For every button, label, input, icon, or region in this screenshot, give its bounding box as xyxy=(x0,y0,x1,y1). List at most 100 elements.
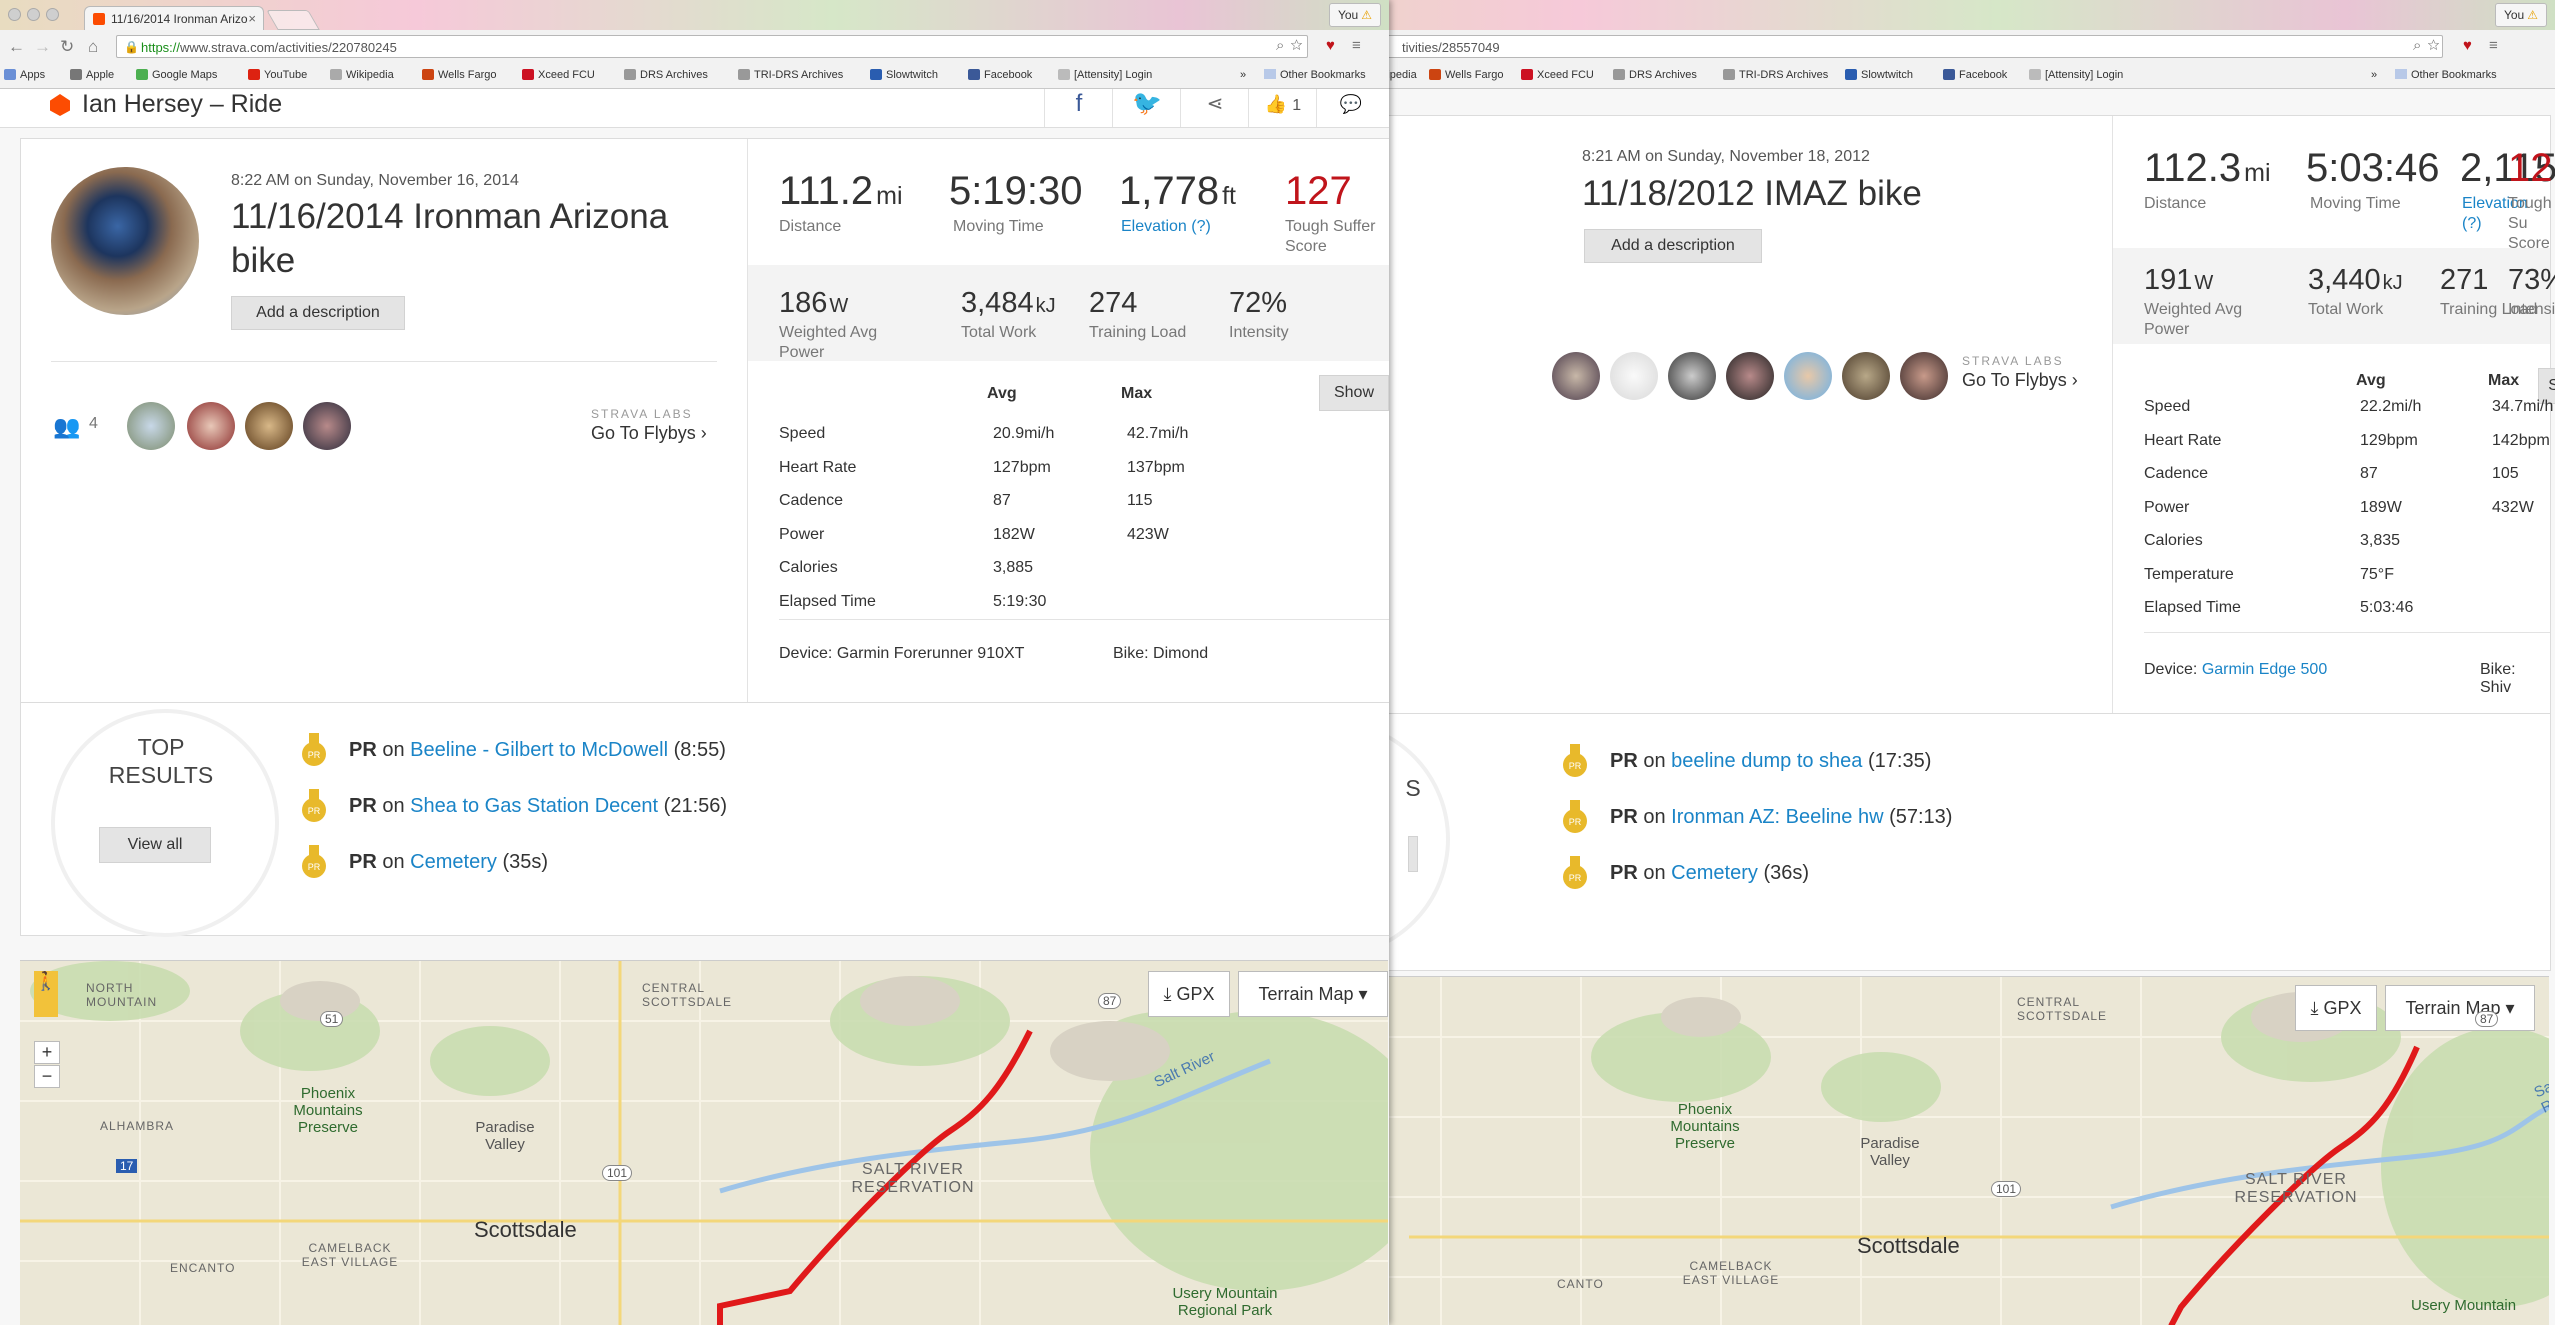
athlete-avatar[interactable] xyxy=(1842,352,1890,400)
stat-total-work: 3,440 kJ xyxy=(2308,264,2403,296)
stat-row-max: 105 xyxy=(2492,465,2519,482)
reload-icon[interactable]: ↻ xyxy=(60,37,75,56)
menu-icon[interactable]: ≡ xyxy=(2489,37,2504,54)
athlete-avatar[interactable] xyxy=(1610,352,1658,400)
stat-row-avg: 22.2mi/h xyxy=(2360,398,2422,415)
segment-link[interactable]: Shea to Gas Station Decent xyxy=(410,795,659,817)
profile-button[interactable]: You ⚠ xyxy=(1328,3,1381,27)
segment-link[interactable]: Cemetery xyxy=(1671,862,1758,884)
bookmark-item[interactable]: DRS Archives xyxy=(1613,63,1697,88)
bookmark-item[interactable]: TRI-DRS Archives xyxy=(1723,63,1828,88)
view-all-button[interactable] xyxy=(1408,836,1418,872)
map-label: NORTH MOUNTAIN xyxy=(86,981,158,1009)
segment-link[interactable]: Cemetery xyxy=(410,851,497,873)
athlete-avatar[interactable] xyxy=(245,402,293,450)
stat-row-avg: 87 xyxy=(993,492,1011,509)
athlete-avatar[interactable] xyxy=(127,402,175,450)
bookmark-item[interactable]: [Attensity] Login xyxy=(1058,63,1152,88)
zoom-out-button[interactable]: − xyxy=(34,1065,60,1088)
other-bookmarks[interactable]: Other Bookmarks xyxy=(1264,63,1366,88)
back-icon[interactable]: ← xyxy=(8,37,25,56)
segment-link[interactable]: beeline dump to shea xyxy=(1671,750,1863,772)
bookmark-item[interactable]: DRS Archives xyxy=(624,63,708,88)
view-all-button[interactable]: View all xyxy=(99,827,211,863)
terrain-map-select[interactable]: Terrain Map ▾ xyxy=(2385,985,2535,1031)
extension-icon[interactable]: ♥ xyxy=(2463,37,2478,54)
other-bookmarks[interactable]: Other Bookmarks xyxy=(2395,63,2497,88)
kudos-button[interactable]: 👍 1 xyxy=(1248,89,1317,127)
address-bar[interactable]: tivities/28557049 xyxy=(1389,35,2443,58)
athlete-avatar[interactable] xyxy=(1552,352,1600,400)
athlete-avatar[interactable] xyxy=(187,402,235,450)
bookmark-item[interactable]: Xceed FCU xyxy=(1521,63,1594,88)
route-map[interactable]: ⤓ GPX Terrain Map ▾ CENTRAL SCOTTSDALE P… xyxy=(1389,976,2549,1325)
add-description-button[interactable]: Add a description xyxy=(1584,229,1762,263)
close-tab-icon[interactable]: × xyxy=(248,11,256,26)
stat-row-max: 137bpm xyxy=(1127,458,1185,476)
extension-icon[interactable]: ♥ xyxy=(1326,37,1341,54)
bookmark-item[interactable]: Wells Fargo xyxy=(1429,63,1503,88)
menu-icon[interactable]: ≡ xyxy=(1352,37,1367,54)
twitter-icon[interactable]: 🐦 xyxy=(1112,89,1181,127)
map-canvas xyxy=(1389,977,2549,1325)
bookmark-item[interactable]: TRI-DRS Archives xyxy=(738,63,843,88)
share-icon[interactable]: ⋖ xyxy=(1180,89,1249,127)
show-button[interactable]: Sh xyxy=(2538,368,2555,404)
comment-icon[interactable]: 💬 xyxy=(1316,89,1385,127)
pr-item: PR on Ironman AZ: Beeline hw (57:13) xyxy=(1610,806,1952,829)
zoom-star-icon[interactable]: ⌕☆ xyxy=(2413,37,2446,54)
bookmark-item[interactable]: Apple xyxy=(70,63,114,88)
segment-link[interactable]: Beeline - Gilbert to McDowell xyxy=(410,739,669,761)
bookmark-item[interactable]: YouTube xyxy=(248,63,307,88)
bookmark-item[interactable]: [Attensity] Login xyxy=(2029,63,2123,88)
url-path: tivities/28557049 xyxy=(1402,40,1500,55)
bookmarks-overflow[interactable]: » xyxy=(1240,69,1247,81)
new-tab-button[interactable] xyxy=(266,10,320,30)
bookmark-item[interactable]: Wikipedia xyxy=(1389,63,1417,88)
pegman-icon[interactable]: 🚶 xyxy=(34,971,58,1017)
bookmarks-overflow[interactable]: » xyxy=(2371,69,2378,81)
tab-title: 11/16/2014 Ironman Arizo xyxy=(111,12,248,26)
route-map[interactable]: 🚶 + − ⤓ GPX Terrain Map ▾ NORTH MOUNTAIN… xyxy=(20,960,1388,1325)
show-button[interactable]: Show xyxy=(1319,375,1389,411)
terrain-map-select[interactable]: Terrain Map ▾ xyxy=(1238,971,1388,1017)
zoom-in-button[interactable]: + xyxy=(34,1041,60,1064)
athlete-avatar[interactable] xyxy=(1668,352,1716,400)
activity-date: 8:21 AM on Sunday, November 18, 2012 xyxy=(1582,148,1870,165)
stat-row-label: Elapsed Time xyxy=(2144,599,2241,616)
profile-button[interactable]: You ⚠ xyxy=(2494,3,2547,27)
browser-tab-active[interactable]: 11/16/2014 Ironman Arizo × xyxy=(84,6,264,30)
stat-row-label: Heart Rate xyxy=(2144,431,2222,449)
elevation-help-link[interactable]: Elevation (?) xyxy=(2462,195,2528,232)
add-description-button[interactable]: Add a description xyxy=(231,296,405,330)
zoom-star-icon[interactable]: ⌕☆ xyxy=(1276,37,1309,54)
stat-suffer-score-label: Tough Suffer Score xyxy=(1285,218,1376,255)
go-to-flybys-link[interactable]: Go To Flybys › xyxy=(1962,370,2078,390)
gpx-download-button[interactable]: ⤓ GPX xyxy=(2295,985,2377,1031)
segment-link[interactable]: Ironman AZ: Beeline hw xyxy=(1671,806,1884,828)
athlete-avatar[interactable] xyxy=(1900,352,1948,400)
gpx-download-button[interactable]: ⤓ GPX xyxy=(1148,971,1230,1017)
bookmark-item[interactable]: Slowtwitch xyxy=(870,63,938,88)
bookmark-item[interactable]: Facebook xyxy=(1943,63,2007,88)
athlete-avatar[interactable] xyxy=(303,402,351,450)
elevation-help-link[interactable]: Elevation (?) xyxy=(1121,218,1211,235)
bookmark-item[interactable]: Wikipedia xyxy=(330,63,394,88)
forward-icon[interactable]: → xyxy=(34,37,51,56)
athlete-avatar[interactable] xyxy=(1726,352,1774,400)
window-controls[interactable] xyxy=(8,8,65,26)
avatar[interactable] xyxy=(51,167,199,315)
facebook-icon[interactable]: f xyxy=(1044,89,1113,127)
bookmark-item[interactable]: Xceed FCU xyxy=(522,63,595,88)
toolbar: tivities/28557049 ⌕☆ ♥ ≡ xyxy=(1389,30,2555,64)
go-to-flybys-link[interactable]: Go To Flybys › xyxy=(591,423,707,443)
athlete-avatar[interactable] xyxy=(1784,352,1832,400)
bookmark-item[interactable]: Facebook xyxy=(968,63,1032,88)
bookmark-item[interactable]: Wells Fargo xyxy=(422,63,496,88)
bookmark-item[interactable]: Slowtwitch xyxy=(1845,63,1913,88)
bookmark-item[interactable]: Apps xyxy=(4,63,45,88)
address-bar[interactable]: 🔒 https://www.strava.com/activities/2207… xyxy=(116,35,1308,58)
home-icon[interactable]: ⌂ xyxy=(88,37,99,56)
stat-training-load-label: Training Load xyxy=(1089,324,1187,341)
bookmark-item[interactable]: Google Maps xyxy=(136,63,217,88)
